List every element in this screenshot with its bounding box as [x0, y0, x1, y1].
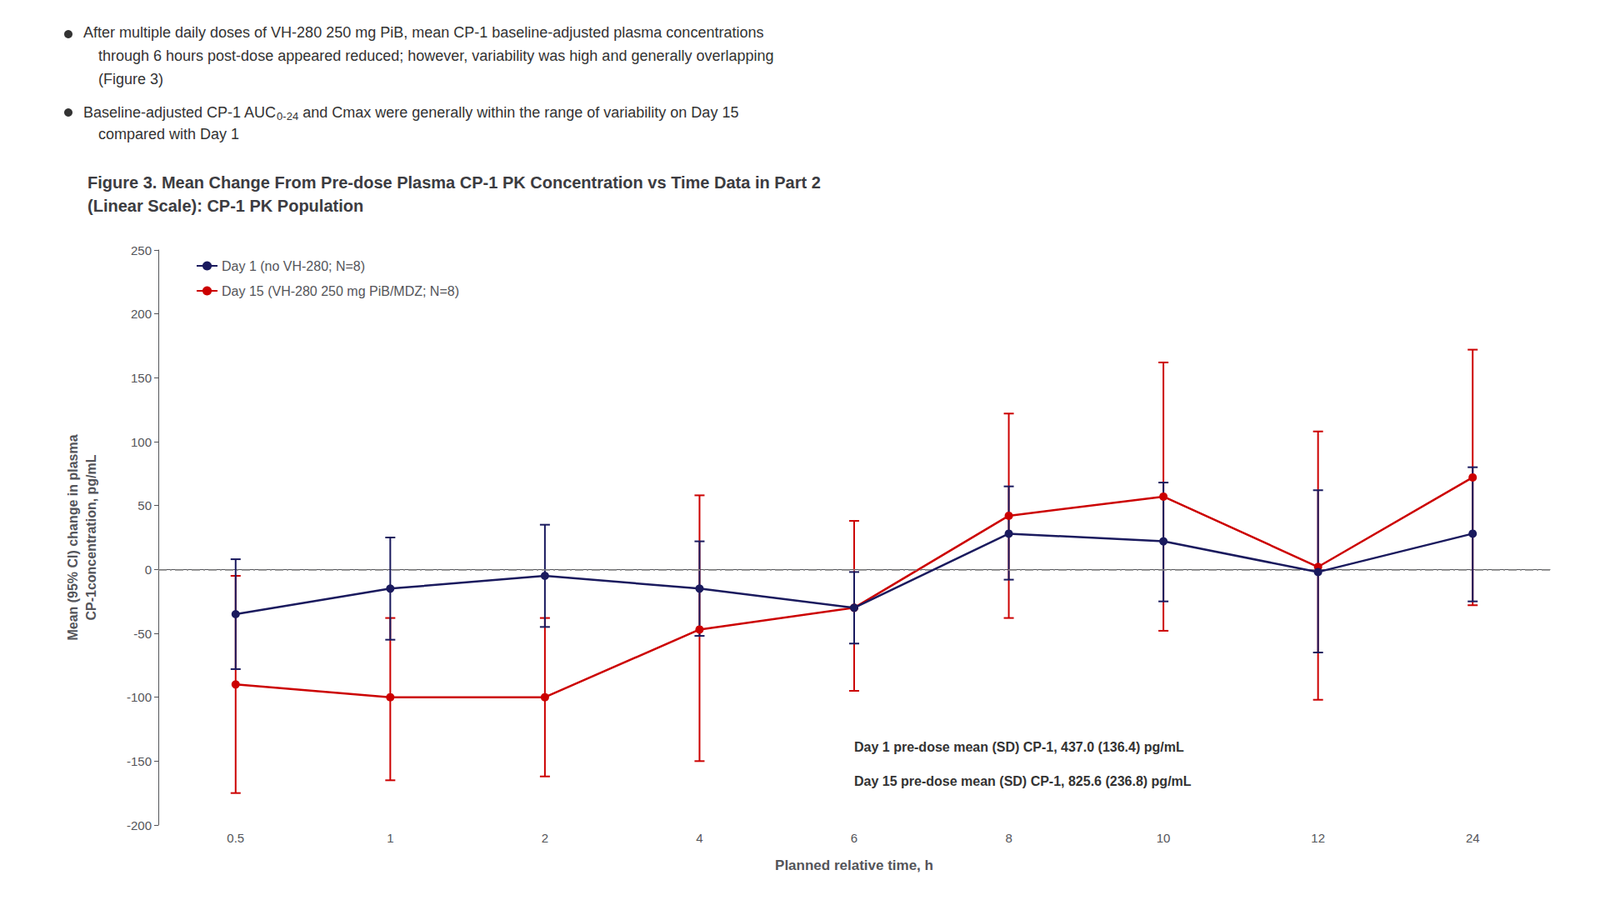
svg-text:(Linear Scale): CP-1 PK Popula: (Linear Scale): CP-1 PK Population [87, 196, 364, 215]
svg-text:-150: -150 [126, 754, 152, 769]
svg-text:through 6 hours post-dose appe: through 6 hours post-dose appeared reduc… [98, 47, 775, 65]
svg-text:Day 1 pre-dose mean (SD) CP-1,: Day 1 pre-dose mean (SD) CP-1, 437.0 (13… [854, 740, 1185, 755]
svg-text:150: 150 [130, 370, 152, 385]
svg-text:-50: -50 [133, 626, 152, 641]
svg-text:24: 24 [1465, 830, 1480, 845]
svg-text:12: 12 [1310, 830, 1325, 845]
svg-text:and Cmax were generally within: and Cmax were generally within the range… [298, 104, 739, 121]
svg-text:200: 200 [130, 306, 152, 321]
svg-text:Mean (95% CI) change in plasma: Mean (95% CI) change in plasma [65, 434, 80, 640]
svg-text:6: 6 [850, 830, 858, 845]
svg-text:0.5: 0.5 [226, 830, 245, 845]
svg-text:0: 0 [145, 562, 152, 577]
svg-text:250: 250 [130, 243, 152, 258]
svg-text:Planned relative time, h: Planned relative time, h [775, 857, 934, 874]
svg-text:1: 1 [386, 830, 394, 845]
svg-text:(Figure 3): (Figure 3) [98, 70, 164, 88]
svg-text:4: 4 [695, 830, 703, 845]
svg-text:Day 15 pre-dose mean (SD) CP-1: Day 15 pre-dose mean (SD) CP-1, 825.6 (2… [854, 774, 1192, 789]
svg-text:8: 8 [1005, 830, 1012, 845]
svg-text:0-24: 0-24 [276, 110, 299, 123]
svg-text:After multiple daily doses of: After multiple daily doses of VH-280 250… [83, 24, 764, 41]
svg-text:Baseline-adjusted CP-1 AUC: Baseline-adjusted CP-1 AUC [83, 104, 276, 121]
svg-text:100: 100 [130, 435, 152, 450]
svg-text:-200: -200 [126, 818, 152, 833]
svg-text:10: 10 [1156, 830, 1171, 845]
svg-text:Figure 3. Mean Change From Pre: Figure 3. Mean Change From Pre-dose Plas… [87, 173, 821, 192]
svg-text:CP-1concentration, pg/mL: CP-1concentration, pg/mL [84, 454, 99, 620]
svg-text:50: 50 [137, 498, 152, 513]
svg-text:Day 15 (VH-280 250 mg PiB/MDZ;: Day 15 (VH-280 250 mg PiB/MDZ; N=8) [221, 284, 460, 299]
svg-text:-100: -100 [126, 690, 152, 705]
svg-text:compared with Day 1: compared with Day 1 [98, 125, 240, 143]
svg-text:2: 2 [541, 830, 549, 845]
svg-text:Day 1 (no VH-280; N=8): Day 1 (no VH-280; N=8) [221, 259, 365, 274]
